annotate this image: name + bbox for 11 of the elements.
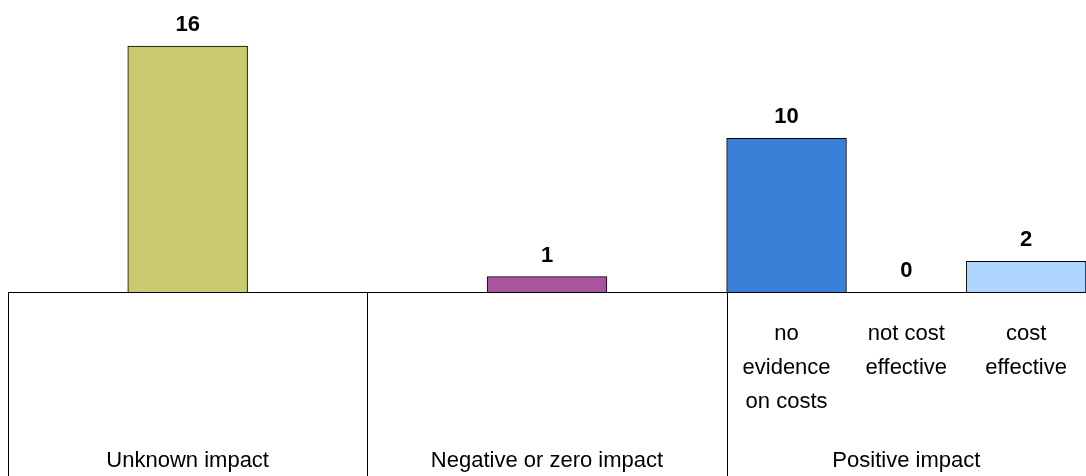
x-tick-label: not cost effective — [865, 320, 948, 380]
data-label: 10 — [774, 103, 799, 129]
text: Unknown impact — [106, 447, 269, 473]
x-tick-label: no evidence on costs — [742, 320, 831, 414]
text: Positive impact — [832, 447, 981, 473]
data-label: 1 — [540, 241, 554, 267]
data-label: 2 — [1019, 226, 1033, 252]
text: Negative or zero impact — [430, 447, 664, 473]
x-tick-label: cost effective — [985, 320, 1067, 380]
data-label: 16 — [175, 11, 200, 37]
data-label: 0 — [900, 257, 913, 283]
